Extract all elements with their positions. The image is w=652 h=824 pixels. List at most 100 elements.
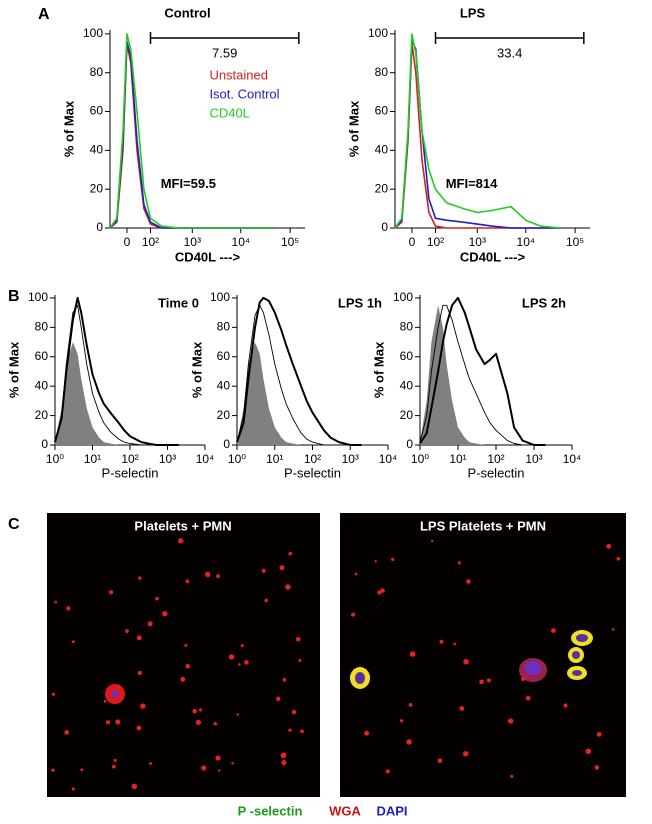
platelet bbox=[364, 730, 370, 736]
platelet bbox=[430, 539, 434, 543]
platelet bbox=[116, 684, 121, 689]
y-tick-label: 0 bbox=[223, 437, 230, 451]
platelet bbox=[459, 705, 465, 711]
nuclei bbox=[355, 634, 588, 684]
y-tick-label: 0 bbox=[96, 220, 103, 234]
histogram-line bbox=[54, 304, 179, 446]
platelet bbox=[147, 621, 153, 627]
platelet bbox=[162, 611, 168, 617]
platelet bbox=[216, 574, 220, 578]
platelet bbox=[521, 677, 526, 681]
platelet bbox=[486, 678, 491, 683]
platelet bbox=[113, 758, 117, 763]
x-tick-label: 10⁵ bbox=[566, 235, 584, 249]
histogram-line bbox=[419, 296, 546, 446]
x-axis-label: P-selectin bbox=[467, 465, 524, 480]
x-tick-label: 10⁴ bbox=[517, 235, 536, 249]
legend-entry: DAPI bbox=[376, 803, 407, 818]
platelet bbox=[264, 598, 268, 603]
platelet bbox=[462, 750, 469, 757]
x-tick-label: 10⁴ bbox=[563, 452, 582, 466]
histogram-area bbox=[237, 342, 362, 445]
platelet bbox=[244, 660, 249, 665]
platelet bbox=[594, 765, 600, 770]
histogram-line bbox=[236, 296, 362, 446]
y-tick-label: 20 bbox=[400, 408, 414, 422]
platelet bbox=[125, 629, 129, 633]
platelet bbox=[185, 579, 190, 584]
platelet bbox=[437, 758, 443, 763]
y-tick-label: 100 bbox=[28, 290, 48, 304]
chart-title: LPS 1h bbox=[338, 295, 382, 310]
platelet bbox=[408, 703, 413, 707]
cell-nucleus bbox=[111, 690, 119, 698]
platelet bbox=[115, 719, 121, 725]
platelet bbox=[616, 556, 621, 561]
platelet bbox=[71, 787, 75, 791]
legend-entry: CD40L bbox=[209, 105, 249, 120]
x-tick-label: 0 bbox=[124, 235, 131, 249]
platelet bbox=[281, 760, 287, 766]
gate-label: 33.4 bbox=[497, 45, 522, 60]
histogram-line bbox=[394, 42, 561, 229]
platelet bbox=[218, 769, 221, 772]
x-tick-label: 0 bbox=[409, 235, 416, 249]
y-axis-label: % of Max bbox=[189, 341, 204, 398]
platelet bbox=[192, 708, 197, 714]
y-axis-label: % of Max bbox=[371, 341, 386, 398]
platelet bbox=[236, 713, 240, 716]
y-tick-label: 0 bbox=[41, 437, 48, 451]
platelet bbox=[280, 752, 287, 759]
platelet bbox=[409, 651, 416, 657]
platelet bbox=[195, 719, 202, 725]
histogram-area bbox=[420, 305, 546, 445]
y-tick-label: 80 bbox=[217, 320, 231, 334]
chart-title: Time 0 bbox=[158, 295, 199, 310]
y-tick-label: 40 bbox=[400, 378, 414, 392]
platelet bbox=[71, 640, 75, 644]
y-tick-label: 20 bbox=[90, 181, 104, 195]
x-tick-label: 10² bbox=[487, 452, 504, 466]
platelet bbox=[508, 718, 514, 724]
y-axis-label: % of Max bbox=[346, 100, 361, 157]
platelet bbox=[185, 663, 191, 669]
annotation: MFI=59.5 bbox=[161, 176, 216, 191]
chart-title: LPS bbox=[460, 5, 486, 20]
platelet bbox=[439, 639, 444, 644]
y-tick-label: 60 bbox=[35, 349, 49, 363]
platelet bbox=[80, 768, 84, 772]
platelet bbox=[510, 774, 514, 778]
platelet bbox=[138, 576, 142, 580]
platelet bbox=[201, 765, 207, 771]
platelet bbox=[406, 739, 412, 745]
y-axis-label: % of Max bbox=[61, 100, 76, 157]
platelet bbox=[288, 551, 293, 556]
y-tick-label: 0 bbox=[381, 220, 388, 234]
platelet bbox=[105, 720, 111, 725]
cell-nucleus bbox=[525, 661, 541, 675]
x-axis-label: CD40L ---> bbox=[460, 249, 526, 264]
x-tick-label: 10¹ bbox=[84, 452, 101, 466]
x-tick-label: 10⁴ bbox=[379, 452, 398, 466]
image-title: LPS Platelets + PMN bbox=[420, 518, 546, 533]
platelet bbox=[282, 677, 287, 682]
platelet bbox=[51, 692, 55, 696]
chart-title: Control bbox=[164, 5, 210, 20]
x-tick-label: 10² bbox=[304, 452, 321, 466]
y-tick-label: 80 bbox=[375, 65, 389, 79]
platelet bbox=[279, 565, 285, 571]
platelet bbox=[198, 708, 203, 712]
platelet bbox=[205, 571, 211, 578]
y-tick-label: 100 bbox=[368, 26, 388, 40]
platelet bbox=[276, 696, 281, 701]
platelet bbox=[285, 584, 291, 590]
gate-label: 7.59 bbox=[212, 45, 237, 60]
platelet bbox=[295, 636, 301, 642]
platelet bbox=[178, 538, 184, 544]
x-tick-label: 10³ bbox=[184, 235, 201, 249]
platelet bbox=[351, 612, 356, 617]
legend-entry: Unstained bbox=[209, 67, 268, 82]
y-tick-label: 80 bbox=[35, 320, 49, 334]
platelet bbox=[238, 663, 241, 666]
annotation: MFI=814 bbox=[446, 176, 498, 191]
